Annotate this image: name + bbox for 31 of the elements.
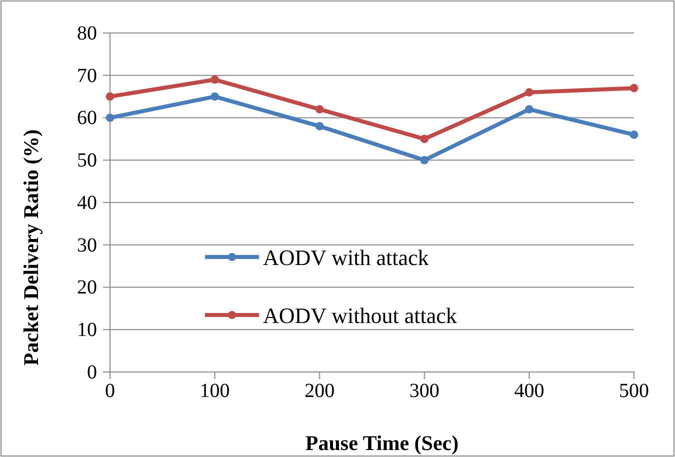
x-tick-label: 400 xyxy=(514,380,544,402)
y-tick-label: 10 xyxy=(77,319,97,342)
point xyxy=(210,75,219,84)
point xyxy=(525,105,534,114)
y-tick-label: 20 xyxy=(77,276,97,299)
point xyxy=(210,92,219,101)
x-tick-label: 0 xyxy=(105,380,115,402)
y-tick-label: 0 xyxy=(87,361,97,384)
point xyxy=(630,130,638,139)
y-tick-label: 70 xyxy=(77,64,97,87)
legend-label: AODV without attack xyxy=(263,303,457,328)
point xyxy=(420,134,429,144)
y-axis-title: Packet Delivery Ratio (%) xyxy=(19,129,43,366)
legend-label: AODV with attack xyxy=(263,245,429,270)
point xyxy=(106,114,114,122)
x-tick-label: 200 xyxy=(304,380,335,402)
x-tick-label: 300 xyxy=(409,380,440,402)
y-tick-label: 50 xyxy=(77,150,97,172)
y-tick-label: 30 xyxy=(77,234,97,256)
x-tick-label: 100 xyxy=(200,380,230,402)
y-tick-label: 40 xyxy=(77,192,97,214)
x-tick-label: 500 xyxy=(619,380,649,402)
point xyxy=(106,92,114,101)
point xyxy=(315,105,324,114)
y-tick-label: 60 xyxy=(77,107,97,130)
x-axis-title: Pause Time (Sec) xyxy=(305,431,459,455)
point xyxy=(525,88,534,96)
point xyxy=(315,122,324,130)
point xyxy=(630,84,638,92)
point xyxy=(420,156,429,164)
y-tick-label: 80 xyxy=(77,22,97,44)
